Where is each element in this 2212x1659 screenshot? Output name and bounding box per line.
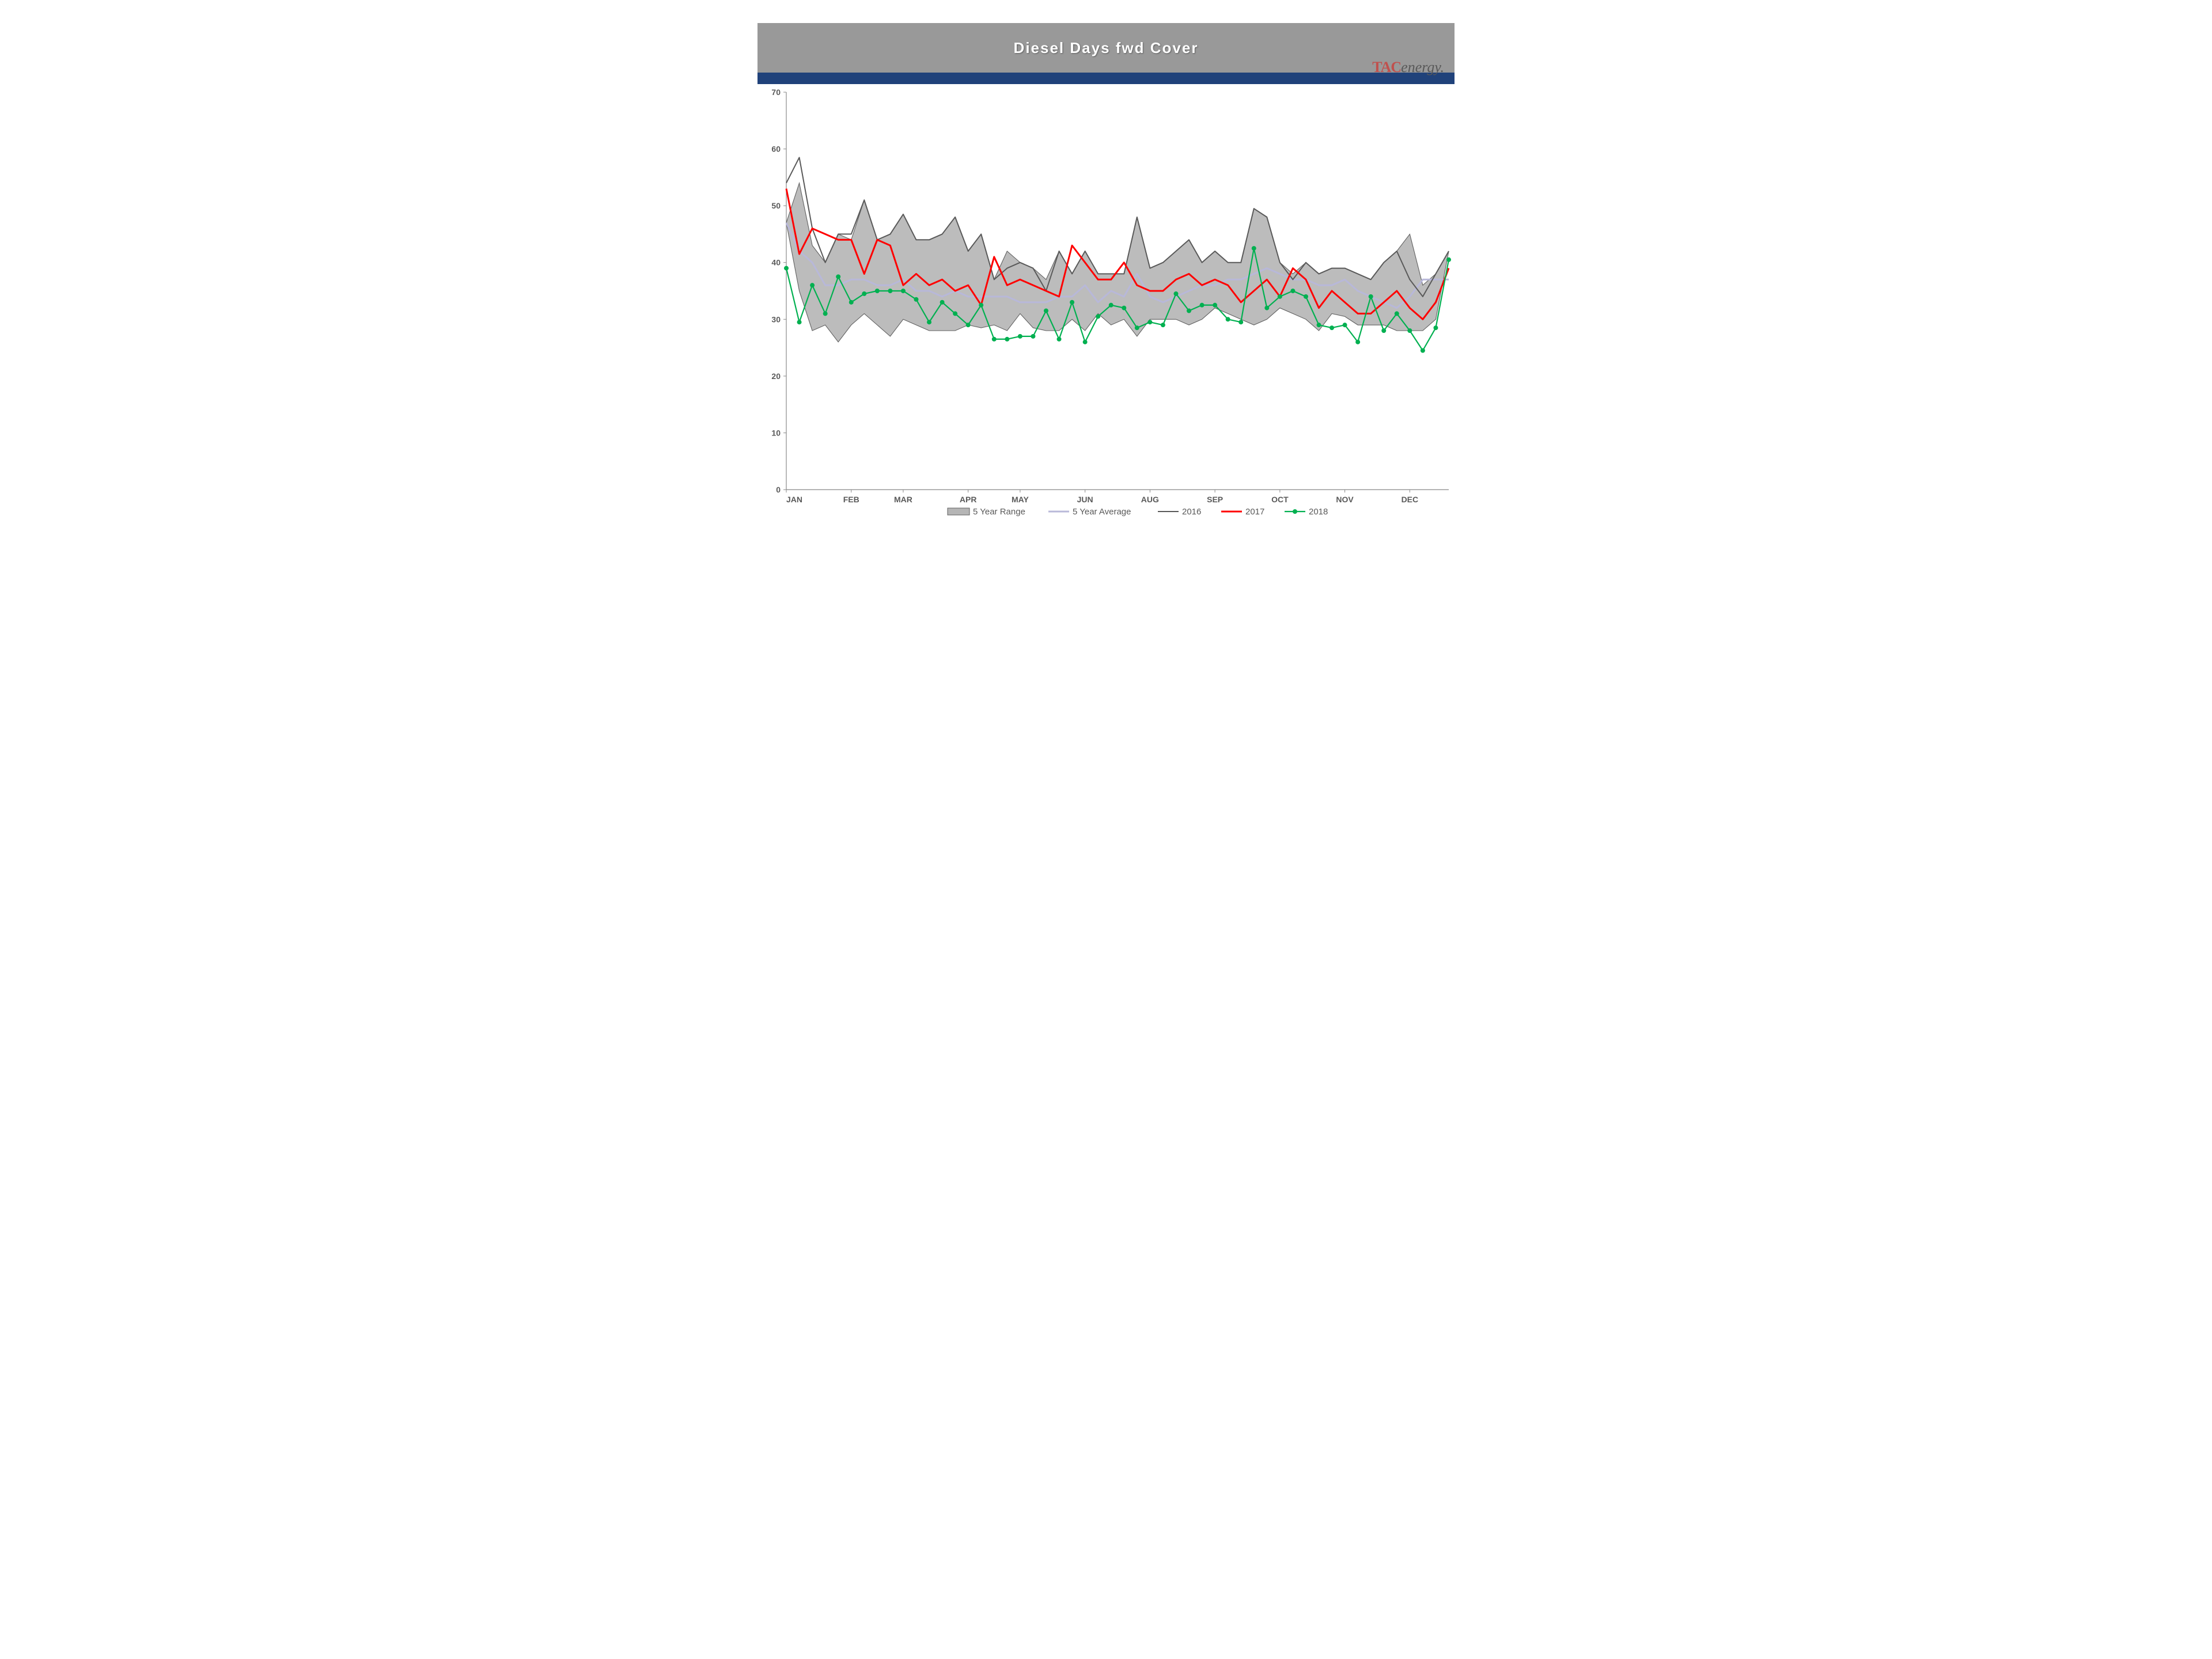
marker-2018 [1447, 257, 1451, 262]
y-tick-label: 20 [771, 372, 781, 381]
marker-2018 [875, 289, 879, 293]
chart-header: Diesel Days fwd Cover TACenergy. [757, 23, 1455, 84]
marker-2018 [1044, 309, 1048, 313]
x-tick-label: FEB [843, 495, 859, 504]
series-5yr-range-fill [786, 183, 1449, 342]
marker-2018 [1161, 323, 1165, 327]
marker-2018 [1252, 247, 1256, 251]
marker-2018 [1005, 337, 1009, 341]
marker-2018 [785, 266, 789, 270]
marker-2018 [1304, 294, 1308, 298]
header-bar: Diesel Days fwd Cover TACenergy. [757, 23, 1455, 73]
marker-2018 [1408, 329, 1412, 333]
marker-2018 [914, 297, 918, 301]
y-tick-label: 30 [771, 315, 781, 324]
marker-2018 [1148, 320, 1152, 324]
marker-2018 [797, 320, 801, 324]
marker-2018 [1096, 315, 1100, 319]
x-tick-label: MAY [1012, 495, 1029, 504]
marker-2018 [1278, 294, 1282, 298]
marker-2018 [1226, 317, 1230, 321]
marker-2018 [1083, 340, 1087, 344]
marker-2018 [1239, 320, 1243, 324]
marker-2018 [1174, 291, 1178, 296]
brand-logo: TACenergy. [1372, 59, 1444, 76]
marker-2018 [810, 283, 815, 287]
marker-2018 [1434, 326, 1438, 330]
legend-label-2018: 2018 [1309, 507, 1328, 517]
header-accent-stripe [757, 73, 1455, 84]
x-tick-label: MAR [894, 495, 912, 504]
marker-2018 [1291, 289, 1295, 293]
marker-2018 [849, 300, 853, 304]
marker-2018 [1109, 303, 1113, 307]
marker-2018 [1018, 334, 1022, 338]
x-tick-label: SEP [1207, 495, 1223, 504]
marker-2018 [992, 337, 996, 341]
x-tick-label: NOV [1336, 495, 1354, 504]
marker-2018 [836, 275, 840, 279]
y-tick-label: 0 [776, 485, 781, 494]
marker-2018 [862, 291, 866, 296]
marker-2018 [1343, 323, 1347, 327]
x-tick-label: JUN [1077, 495, 1093, 504]
marker-2018 [953, 312, 957, 316]
marker-2018 [1031, 334, 1035, 338]
marker-2018 [1330, 326, 1334, 330]
legend-swatch-range [948, 508, 969, 515]
x-tick-label: JAN [786, 495, 802, 504]
y-tick-label: 60 [771, 145, 781, 154]
marker-2018 [1187, 309, 1191, 313]
marker-2018 [1057, 337, 1061, 341]
legend: 5 Year Range 5 Year Average 2016 2017 2018 [948, 507, 1328, 517]
marker-2018 [1395, 312, 1399, 316]
legend-label-avg: 5 Year Average [1073, 507, 1131, 517]
chart-title: Diesel Days fwd Cover [1014, 39, 1199, 57]
marker-2018 [1070, 300, 1074, 304]
y-tick-label: 50 [771, 201, 781, 210]
marker-2018 [1135, 326, 1139, 330]
x-tick-label: DEC [1402, 495, 1419, 504]
marker-2018 [940, 300, 944, 304]
marker-2018 [927, 320, 931, 324]
logo-tac: TAC [1372, 59, 1401, 75]
y-tick-label: 10 [771, 428, 781, 437]
marker-2018 [1356, 340, 1360, 344]
marker-2018 [1421, 349, 1425, 353]
x-tick-label: AUG [1141, 495, 1159, 504]
y-tick-label: 40 [771, 258, 781, 267]
logo-energy: energy. [1401, 59, 1444, 75]
x-tick-label: APR [960, 495, 977, 504]
legend-swatch-2018-marker [1293, 510, 1297, 514]
marker-2018 [901, 289, 905, 293]
page: Diesel Days fwd Cover TACenergy. 0 10 20 30… [737, 0, 1475, 553]
marker-2018 [888, 289, 892, 293]
marker-2018 [966, 323, 970, 327]
marker-2018 [1382, 329, 1386, 333]
marker-2018 [1317, 323, 1321, 327]
legend-label-2017: 2017 [1245, 507, 1264, 517]
marker-2018 [1122, 306, 1126, 310]
marker-2018 [979, 303, 983, 307]
line-chart: 0 10 20 30 40 50 60 70 JAN FEB MAR APR MAY JUN AUG SEP O… [757, 86, 1455, 530]
marker-2018 [1213, 303, 1217, 307]
marker-2018 [1200, 303, 1204, 307]
x-tick-label: OCT [1271, 495, 1289, 504]
legend-label-2016: 2016 [1182, 507, 1201, 517]
marker-2018 [823, 312, 827, 316]
chart-area: 0 10 20 30 40 50 60 70 JAN FEB MAR APR MAY JUN AUG SEP O… [757, 86, 1455, 530]
legend-label-range: 5 Year Range [973, 507, 1025, 517]
marker-2018 [1369, 294, 1373, 298]
marker-2018 [1265, 306, 1269, 310]
y-tick-label: 70 [771, 88, 781, 97]
